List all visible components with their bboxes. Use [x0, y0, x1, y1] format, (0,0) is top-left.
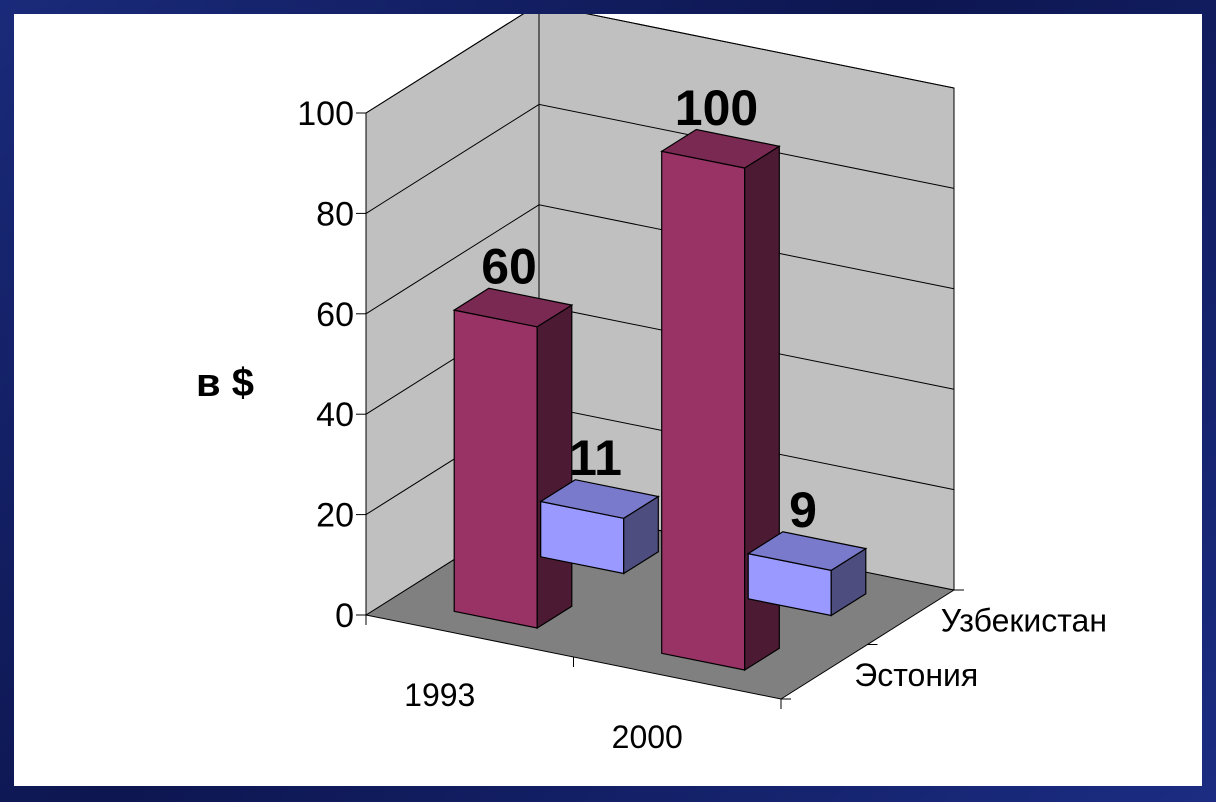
bar-top-face — [660, 128, 781, 169]
y-tick-label: 100 — [297, 95, 354, 133]
bar-top-face — [539, 479, 660, 519]
bar-top-face — [746, 531, 868, 572]
chart-panel: 0 20 40 60 80 100 60 100 11 9 1993 2000 Узбекистан Э… — [14, 14, 1202, 786]
category-label: 2000 — [612, 719, 683, 755]
series-label: Узбекистан — [941, 602, 1107, 638]
series-label: Эстония — [854, 657, 978, 693]
gridline — [365, 204, 955, 315]
bar-Узбекистан-1993 — [539, 479, 660, 575]
gridline — [365, 14, 955, 114]
y-tick-label: 80 — [316, 195, 354, 233]
data-label: 100 — [675, 80, 758, 136]
bar-top-face — [452, 287, 574, 328]
y-tick-label: 20 — [316, 497, 354, 535]
gridline — [365, 103, 955, 214]
chart-bars — [452, 128, 868, 672]
y-axis-ticks: 0 20 40 60 80 100 — [297, 95, 964, 709]
bar-front-face — [453, 309, 538, 629]
data-label: 11 — [569, 430, 622, 486]
y-tick-label: 60 — [316, 296, 354, 334]
y-tick-label: 40 — [316, 396, 354, 434]
bar-Узбекистан-2000 — [746, 531, 868, 617]
bar-side-face — [536, 304, 573, 630]
data-label: 9 — [789, 482, 817, 538]
category-label: 1993 — [404, 677, 475, 713]
chart-labels: 60 100 11 9 1993 2000 Узбекистан Эстония — [404, 80, 1107, 755]
data-label: 60 — [481, 239, 537, 295]
bar-front-face — [661, 150, 746, 671]
chart-3d-column: 0 20 40 60 80 100 60 100 11 9 1993 2000 Узбекистан Э… — [196, 14, 1107, 755]
y-tick-label: 0 — [335, 597, 354, 635]
bar-Эстония-1993 — [452, 287, 574, 630]
y-axis-label: в $ — [196, 361, 254, 405]
